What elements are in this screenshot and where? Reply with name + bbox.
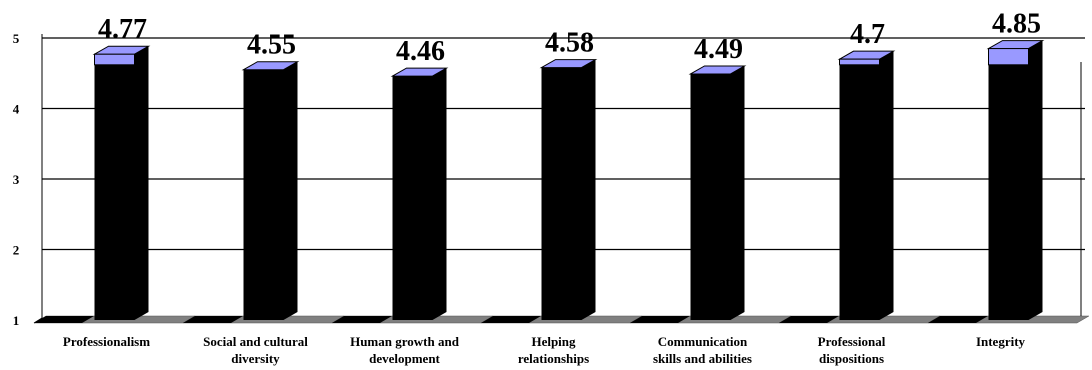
category-label: Integrity (976, 334, 1026, 349)
floor-segment-dark (183, 316, 243, 323)
category-label-line: dispositions (819, 351, 884, 366)
y-tick-label: 1 (13, 313, 20, 328)
category-label-line: Professional (818, 334, 886, 349)
floor-segment-dark (928, 316, 988, 323)
category-label-line: skills and abilities (653, 351, 752, 366)
bar (92, 45, 151, 321)
y-axis-foot (33, 317, 43, 324)
bar (837, 50, 896, 321)
bar-front (94, 54, 135, 321)
value-label: 4.85 (992, 9, 1041, 40)
bar-top (241, 61, 300, 71)
y-tick-label: 5 (13, 31, 20, 46)
bar (986, 40, 1045, 320)
bar-cap (988, 48, 1029, 66)
bar-front (839, 59, 880, 321)
category-label-line: Human growth and (350, 334, 460, 349)
bar-front (690, 73, 731, 320)
bar-series (92, 40, 1045, 321)
category-label-line: Professionalism (63, 334, 150, 349)
bar (390, 67, 449, 320)
category-labels: Professionalism Social and cultural divers… (63, 334, 1026, 366)
bar-side (432, 68, 447, 320)
value-label: 4.46 (396, 36, 445, 67)
bar-side (879, 51, 894, 321)
bar-side (1028, 40, 1043, 320)
floor-segment-dark (630, 316, 690, 323)
category-label: Helping relationships (518, 334, 589, 366)
category-label: Professional dispositions (818, 334, 886, 366)
bar-cap (94, 53, 135, 66)
bar-top (539, 59, 598, 69)
category-label: Professionalism (63, 334, 150, 349)
bar-front (392, 76, 433, 320)
bar-cap (839, 58, 880, 66)
bar-side (283, 61, 298, 320)
bar-side (730, 65, 745, 320)
bar (241, 61, 300, 320)
category-label-line: development (369, 351, 440, 366)
category-label: Human growth and development (350, 334, 460, 366)
category-label: Communication skills and abilities (653, 334, 752, 366)
bar-side (581, 59, 596, 321)
category-label-line: Social and cultural (203, 334, 308, 349)
y-tick-label: 2 (13, 243, 20, 258)
bar-front (243, 69, 284, 320)
bar (539, 59, 598, 321)
floor-segment-dark (34, 316, 94, 323)
category-label-line: relationships (518, 351, 589, 366)
value-label: 4.58 (545, 28, 594, 59)
category-label-line: Helping (531, 334, 576, 349)
bar-top (688, 65, 747, 75)
bar-front (988, 48, 1029, 320)
category-label: Social and cultural diversity (203, 334, 308, 366)
value-labels: 4.77 4.55 4.46 4.58 4.49 4.7 4.85 (98, 9, 1041, 67)
value-label: 4.77 (98, 14, 147, 45)
category-label-line: diversity (231, 351, 280, 366)
floor-segment-dark (481, 316, 541, 323)
value-label: 4.55 (247, 30, 296, 61)
bar-front (541, 67, 582, 320)
value-label: 4.49 (694, 34, 743, 65)
y-tick-label: 3 (13, 172, 20, 187)
category-label-line: Communication (658, 334, 748, 349)
floor-segment-dark (332, 316, 392, 323)
bar-side (134, 46, 149, 321)
y-axis: 1 2 3 4 5 (13, 31, 1082, 328)
value-label: 4.7 (850, 19, 885, 50)
floor-segment-dark (779, 316, 839, 323)
category-label-line: Integrity (976, 334, 1026, 349)
y-tick-label: 4 (13, 102, 20, 117)
bar-top (390, 67, 449, 77)
bar (688, 65, 747, 320)
